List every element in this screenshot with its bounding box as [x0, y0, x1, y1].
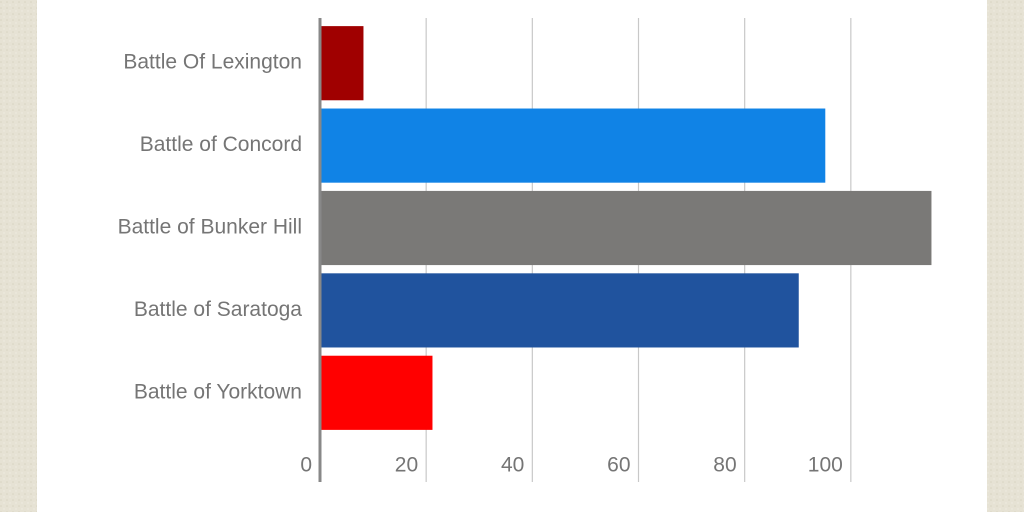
x-tick-label: 20 [395, 454, 418, 477]
x-tick-label: 80 [713, 454, 736, 477]
bars [321, 26, 932, 430]
bar [321, 190, 932, 266]
x-tick-label: 60 [607, 454, 630, 477]
y-tick-label: Battle of Saratoga [134, 298, 302, 321]
y-tick-label: Battle of Yorktown [134, 380, 302, 403]
y-tick-label: Battle of Concord [140, 133, 302, 156]
bar [321, 355, 433, 430]
bar [321, 273, 799, 348]
y-tick-label: Battle of Bunker Hill [118, 216, 302, 239]
bar [321, 26, 364, 101]
x-tick-label: 100 [808, 454, 843, 477]
x-tick-label: 0 [300, 454, 312, 477]
bar [321, 108, 826, 183]
x-tick-label: 40 [501, 454, 524, 477]
y-tick-label: Battle Of Lexington [123, 51, 302, 74]
